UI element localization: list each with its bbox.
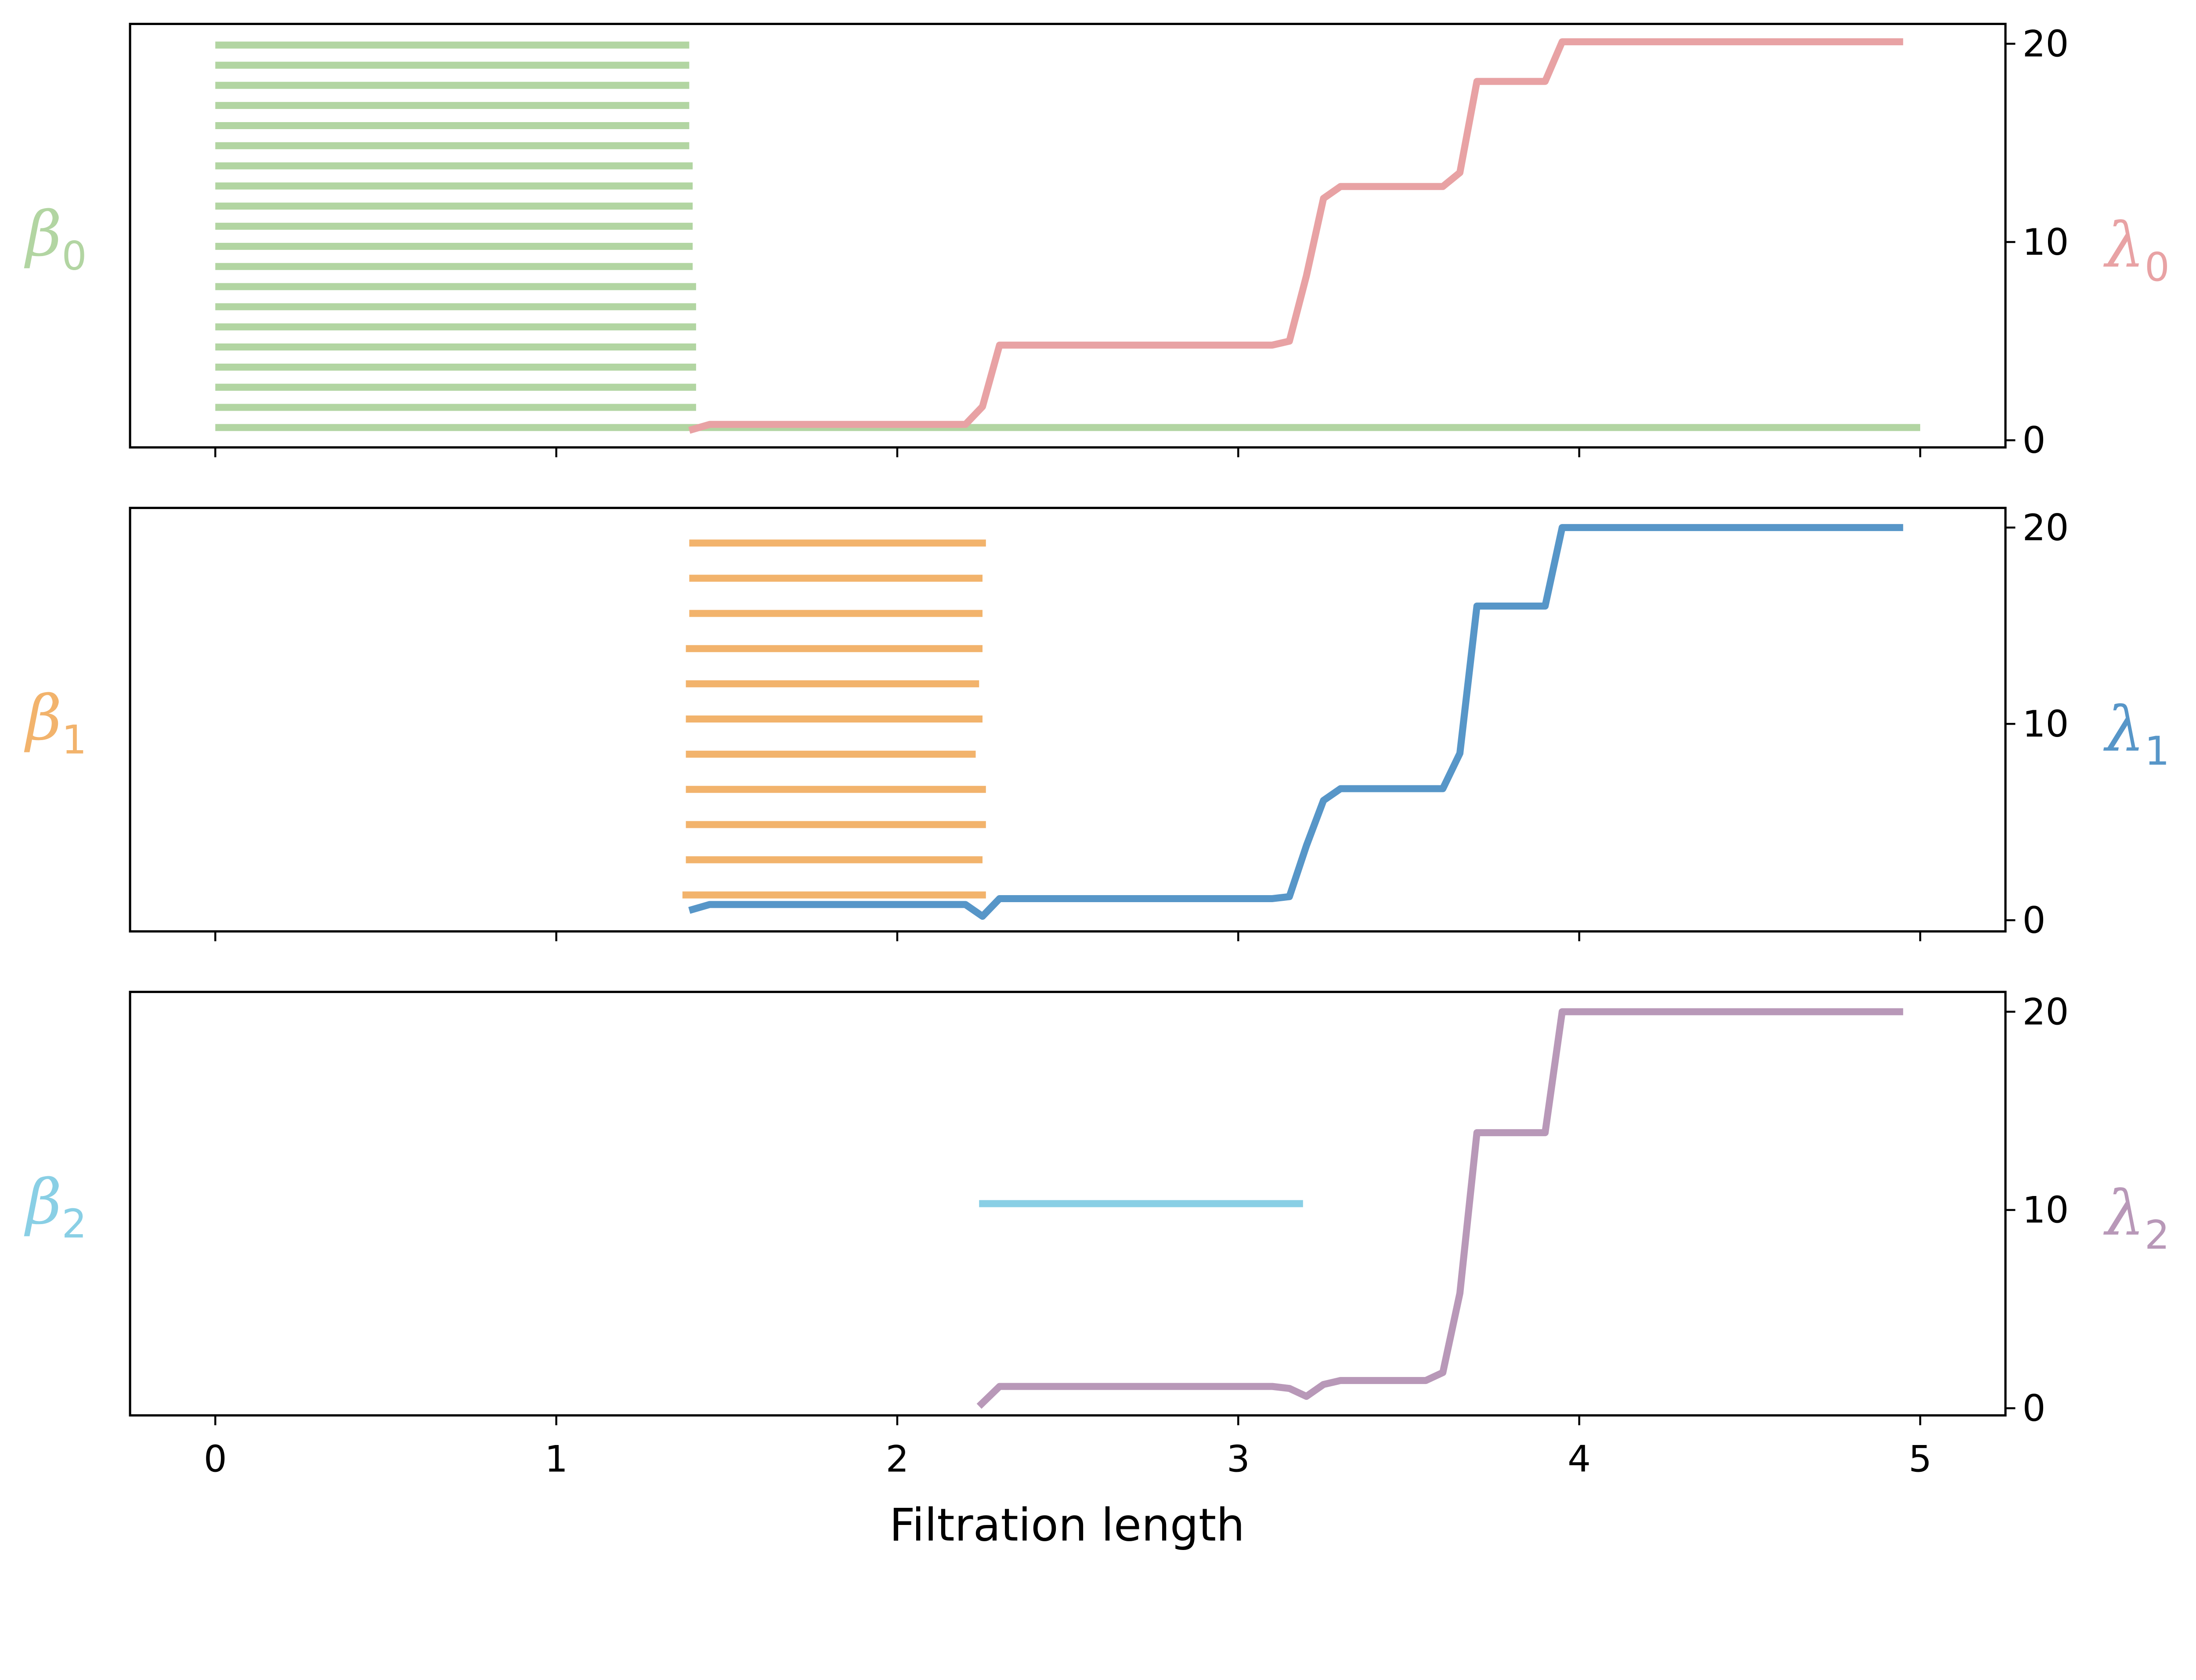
y-tick-label: 0 xyxy=(2023,899,2046,942)
x-tick-label: 1 xyxy=(545,1438,568,1481)
lambda-curve xyxy=(976,1008,1903,1409)
y-tick-label: 0 xyxy=(2023,419,2046,462)
lambda-label: λ1 xyxy=(2103,694,2170,774)
y-tick-label: 10 xyxy=(2023,703,2069,745)
y-tick-label: 20 xyxy=(2023,506,2069,549)
beta-label: β1 xyxy=(24,682,87,763)
beta-subscript: 0 xyxy=(62,233,87,279)
axes-frame xyxy=(129,990,2007,1417)
y-tick-label: 20 xyxy=(2023,22,2069,65)
lambda-subscript: 2 xyxy=(2145,1213,2170,1258)
lambda-subscript: 1 xyxy=(2145,729,2170,774)
axes-frame xyxy=(129,22,2007,449)
axes-frame xyxy=(129,506,2007,933)
x-axis-label: Filtration length xyxy=(889,1499,1245,1552)
panel-2: 0 1 2 3 4 5 0 10 20 β2 λ2 xyxy=(24,990,2170,1480)
y-tick-label: 20 xyxy=(2023,990,2069,1033)
lambda-label: λ0 xyxy=(2103,210,2170,290)
y-tick-label: 10 xyxy=(2023,1189,2069,1232)
x-tick-label: 4 xyxy=(1568,1438,1591,1481)
lambda-label: λ2 xyxy=(2103,1178,2170,1258)
x-tick-label: 2 xyxy=(885,1438,909,1481)
x-tick-label: 3 xyxy=(1227,1438,1250,1481)
beta-subscript: 2 xyxy=(62,1201,87,1247)
beta-subscript: 1 xyxy=(62,717,87,763)
lambda-subscript: 0 xyxy=(2145,245,2170,290)
lambda-curve xyxy=(688,38,1903,434)
y-tick-label: 10 xyxy=(2023,221,2069,264)
beta-label: β2 xyxy=(24,1166,87,1247)
panel-1: 0 10 20 β1 λ1 xyxy=(24,506,2170,942)
panel-0: 0 10 20 β0 λ0 xyxy=(24,22,2170,462)
beta-label: β0 xyxy=(24,198,87,279)
x-tick-label: 0 xyxy=(204,1438,227,1481)
y-tick-label: 0 xyxy=(2023,1387,2046,1430)
lambda-curve xyxy=(688,524,1903,920)
x-tick-label: 5 xyxy=(1909,1438,1932,1481)
